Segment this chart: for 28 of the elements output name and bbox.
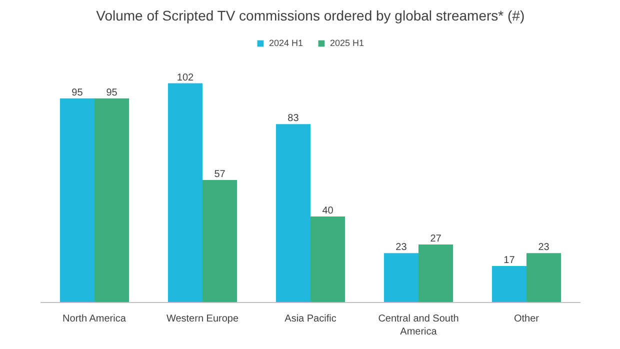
- data-label: 102: [176, 72, 194, 84]
- data-label: 40: [322, 206, 334, 217]
- bar: [418, 244, 454, 302]
- bar: [168, 83, 202, 302]
- bar: [526, 253, 562, 302]
- data-label: 27: [430, 233, 442, 244]
- bar: [202, 180, 238, 302]
- x-tick-label: Western Europe: [166, 314, 239, 324]
- bar: [384, 253, 418, 302]
- data-label: 57: [214, 169, 226, 180]
- data-label: 83: [288, 113, 300, 124]
- bar: [94, 98, 130, 302]
- x-tick-label: North America: [62, 314, 126, 324]
- bar: [60, 98, 94, 302]
- data-label: 17: [504, 254, 516, 266]
- chart-title: Volume of Scripted TV commissions ordered by global streamers* (#): [96, 8, 525, 24]
- bar: [276, 124, 310, 302]
- data-label: 95: [72, 87, 84, 98]
- x-tick-label: Asia Pacific: [284, 314, 336, 324]
- x-tick-label: Other: [514, 314, 540, 324]
- legend-label: 2024 H1: [268, 38, 303, 48]
- x-tick-label: Central and South America: [378, 314, 459, 338]
- data-label: 23: [396, 242, 408, 254]
- bar: [492, 266, 526, 302]
- bar: [310, 216, 346, 302]
- data-label: 23: [538, 242, 550, 254]
- data-label: 95: [106, 87, 118, 98]
- legend-label: 2025 H1: [330, 38, 364, 48]
